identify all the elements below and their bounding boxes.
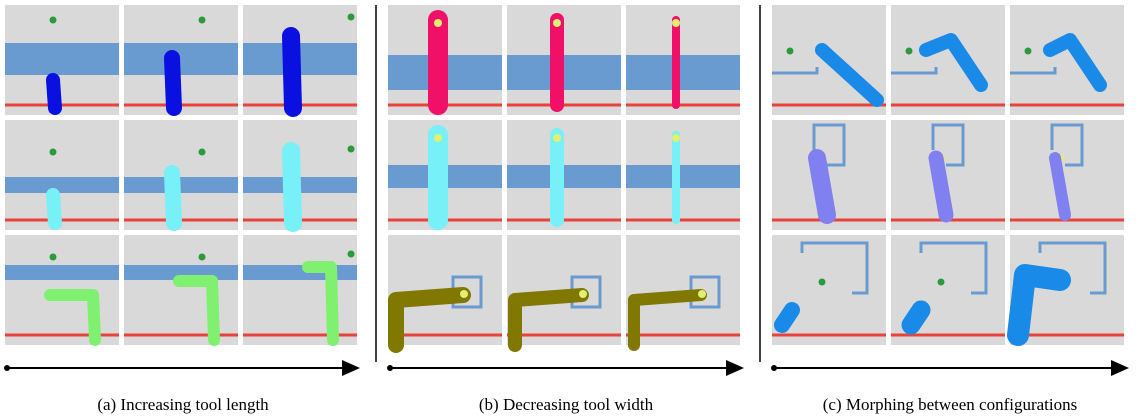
barrier xyxy=(5,43,119,75)
goal xyxy=(460,290,468,298)
tool xyxy=(936,158,946,215)
goal xyxy=(50,149,57,156)
goal xyxy=(672,134,680,142)
barrier xyxy=(124,177,238,193)
goal xyxy=(348,146,355,153)
barrier xyxy=(626,55,740,90)
cell xyxy=(243,235,357,345)
cell xyxy=(1010,5,1124,115)
caption: (b) Decreasing tool width xyxy=(479,395,654,414)
barrier xyxy=(626,165,740,188)
arrow-start xyxy=(4,365,10,371)
goal xyxy=(434,134,442,142)
goal xyxy=(938,279,945,286)
tool xyxy=(817,158,827,215)
goal xyxy=(50,17,57,24)
tool xyxy=(782,310,792,325)
barrier xyxy=(243,265,357,280)
goal xyxy=(553,19,561,27)
arrow-start xyxy=(771,365,777,371)
arrow-start xyxy=(387,365,393,371)
goal xyxy=(787,48,794,55)
tool xyxy=(172,173,174,223)
tool xyxy=(172,58,174,108)
goal xyxy=(698,290,706,298)
cell xyxy=(124,235,238,345)
goal xyxy=(50,254,57,261)
goal xyxy=(579,290,587,298)
cell xyxy=(891,5,1005,115)
tool xyxy=(911,310,921,325)
goal xyxy=(906,48,913,55)
goal xyxy=(199,149,206,156)
figure: (a) Increasing tool length (b) Decreasin… xyxy=(0,0,1141,419)
tool xyxy=(53,80,55,108)
goal xyxy=(672,19,680,27)
cell xyxy=(626,235,740,345)
barrier xyxy=(5,265,119,280)
caption: (c) Morphing between configurations xyxy=(823,395,1077,414)
goal xyxy=(348,251,355,258)
caption: (a) Increasing tool length xyxy=(97,395,269,414)
tool xyxy=(53,195,55,223)
goal xyxy=(434,19,442,27)
cell xyxy=(5,120,119,230)
barrier xyxy=(5,177,119,193)
goal xyxy=(348,14,355,21)
goal xyxy=(819,279,826,286)
tool xyxy=(291,36,293,108)
goal xyxy=(199,17,206,24)
image-grid xyxy=(5,5,1124,345)
barrier xyxy=(124,43,238,75)
goal xyxy=(199,254,206,261)
goal xyxy=(553,134,561,142)
tool xyxy=(291,151,293,223)
goal xyxy=(1025,48,1032,55)
